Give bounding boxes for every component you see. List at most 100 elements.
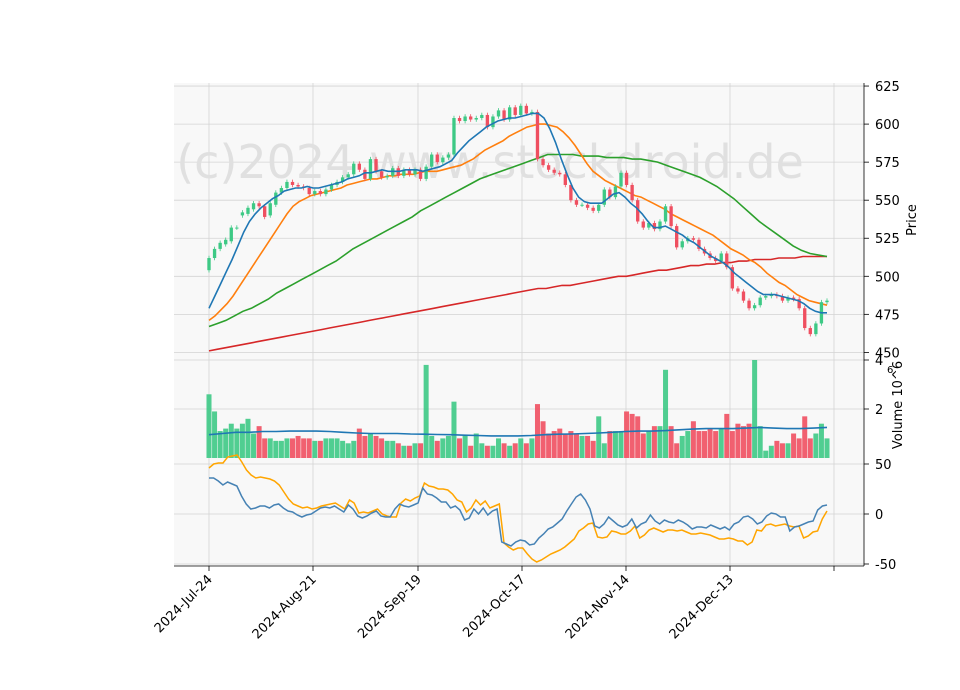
volume-bar <box>557 428 563 458</box>
volume-bar <box>334 438 340 458</box>
candle-body <box>424 166 428 179</box>
volume-bar <box>290 438 296 458</box>
candle-body <box>357 163 361 170</box>
volume-bar <box>306 438 312 458</box>
volume-axis-label: Volume 10^6 <box>891 361 906 449</box>
volume-bar <box>551 431 557 458</box>
volume-bar <box>818 423 824 458</box>
candle-body <box>652 223 657 230</box>
volume-bar <box>651 426 657 458</box>
oscillator-panel <box>174 458 864 566</box>
candle-body <box>736 288 740 292</box>
candle-body <box>346 174 350 178</box>
volume-bar <box>390 440 396 458</box>
candle-body <box>552 169 556 173</box>
volume-bar <box>729 431 735 458</box>
candle-body <box>513 107 517 115</box>
volume-bar <box>735 423 741 458</box>
ma-orange-series <box>208 123 828 322</box>
volume-bar <box>507 445 513 458</box>
price-tick-label: 575 <box>875 156 900 171</box>
volume-bar <box>239 423 245 458</box>
volume-bar <box>323 438 329 458</box>
price-tick-label: 450 <box>875 346 900 361</box>
volume-bar <box>674 443 680 458</box>
volume-bar <box>468 445 474 458</box>
candle-body <box>430 154 434 167</box>
volume-bar <box>451 401 457 458</box>
x-tick-label: 2024-Nov-14 <box>563 572 633 642</box>
volume-bar <box>412 443 418 458</box>
candle-body <box>224 239 228 245</box>
candle-body <box>496 110 501 117</box>
volume-bar <box>713 431 719 458</box>
ma-green-series <box>208 153 828 328</box>
candle-body <box>491 116 495 128</box>
candle-body <box>218 242 222 249</box>
candle-body <box>463 116 467 122</box>
candle-body <box>374 159 378 172</box>
candle-body <box>563 174 567 185</box>
x-tick-label: 2024-Jul-24 <box>152 572 216 636</box>
volume-bar <box>223 428 229 458</box>
candle-body <box>647 223 651 228</box>
volume-bar <box>473 433 479 458</box>
candle-body <box>485 114 490 128</box>
volume-bar <box>440 438 446 458</box>
candle-body <box>307 188 311 195</box>
volume-average-series <box>208 426 828 437</box>
volume-bar <box>618 431 624 458</box>
volume-bar <box>234 428 240 458</box>
volume-bar <box>245 418 251 458</box>
volume-bar <box>646 431 652 458</box>
volume-bar <box>779 443 785 458</box>
volume-bar <box>317 440 323 458</box>
candle-body <box>558 172 562 175</box>
candle-body <box>507 107 512 120</box>
volume-bar <box>635 416 641 458</box>
volume-bar <box>512 443 518 458</box>
volume-average-line <box>208 426 828 437</box>
candle-body <box>530 111 534 114</box>
volume-bar <box>685 431 691 458</box>
oscillator-orange-series <box>208 454 828 563</box>
price-tick-label: 475 <box>875 308 900 323</box>
candle-body <box>719 253 723 262</box>
volume-bar <box>206 394 212 458</box>
candle-body <box>418 169 423 179</box>
candle-body <box>546 165 551 170</box>
volume-bar <box>523 443 529 458</box>
volume-bar <box>590 440 596 458</box>
candle-body <box>713 258 718 262</box>
candle-body <box>268 203 272 216</box>
candle-body <box>212 248 217 259</box>
volume-bar <box>379 438 385 458</box>
candle-body <box>580 204 584 206</box>
volume-bar <box>813 433 819 458</box>
volume-bar <box>423 364 429 458</box>
volume-bar <box>228 423 234 458</box>
volume-bar <box>445 435 451 458</box>
price-tick-label: 500 <box>875 270 900 285</box>
volume-bar <box>607 431 613 458</box>
candle-body <box>340 177 345 182</box>
volume-bar <box>663 369 669 458</box>
volume-bar <box>702 431 708 458</box>
volume-bar <box>490 445 496 458</box>
volume-bar <box>757 426 763 458</box>
volume-bar <box>763 450 769 458</box>
volume-bar <box>791 433 797 458</box>
candle-body <box>290 181 295 185</box>
candle-body <box>502 110 506 120</box>
volume-bar <box>362 435 368 458</box>
volume-bar <box>301 438 307 458</box>
volume-bar <box>752 360 758 458</box>
volume-bar <box>217 431 223 458</box>
volume-bar <box>496 438 502 458</box>
volume-bar <box>768 445 774 458</box>
candle-body <box>535 111 540 160</box>
candle-body <box>608 189 612 198</box>
ma-blue-line <box>208 112 827 314</box>
volume-bar <box>429 435 435 458</box>
volume-bar <box>529 438 535 458</box>
